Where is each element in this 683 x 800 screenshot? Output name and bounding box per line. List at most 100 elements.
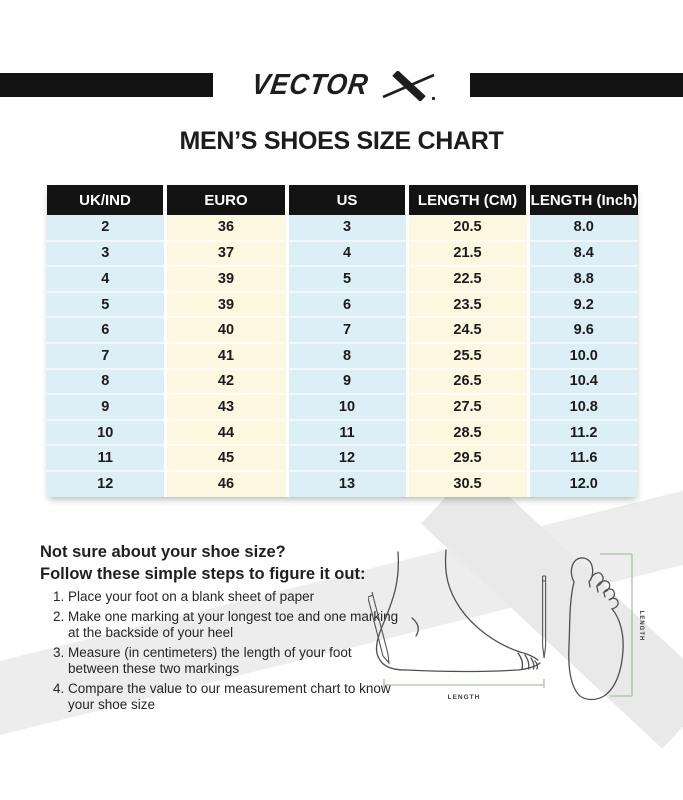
length-label-horizontal: LENGTH xyxy=(448,694,481,701)
column-header: LENGTH (CM) xyxy=(405,185,528,215)
size-cell: 6 xyxy=(285,291,407,319)
size-cell: 9.2 xyxy=(526,291,638,319)
size-cell: 9 xyxy=(47,394,165,421)
size-cell: 24.5 xyxy=(405,317,528,344)
column-header: LENGTH (Inch) xyxy=(526,185,638,215)
pencil-toe-icon xyxy=(542,575,547,659)
banner-bar-left xyxy=(0,73,213,97)
size-cell: 10.4 xyxy=(526,368,638,396)
help-heading-line1: Not sure about your shoe size? xyxy=(40,543,286,561)
column-header: EURO xyxy=(163,185,287,215)
size-row: 11 45 12 29.5 11.6 xyxy=(47,445,638,472)
size-cell: 20.5 xyxy=(405,215,528,242)
pencil-heel-icon xyxy=(368,591,390,665)
size-cell: 26.5 xyxy=(405,368,528,396)
length-bracket-icon xyxy=(383,679,545,688)
size-cell: 6 xyxy=(47,317,165,344)
size-row: 9 43 10 27.5 10.8 xyxy=(47,394,638,421)
size-cell: 8 xyxy=(47,368,165,396)
instruction-step: Compare the value to our measurement cha… xyxy=(68,681,400,714)
size-cell: 46 xyxy=(163,470,287,497)
size-cell: 22.5 xyxy=(405,266,528,293)
brand-logo-x-icon xyxy=(382,71,436,101)
size-cell: 25.5 xyxy=(405,342,528,370)
size-cell: 7 xyxy=(47,342,165,370)
size-cell: 12 xyxy=(285,445,407,472)
length-guide-icon xyxy=(600,553,633,697)
size-row: 10 44 11 28.5 11.2 xyxy=(47,419,638,447)
brand-logo-text: VECTOR xyxy=(249,69,371,101)
size-cell: 9.6 xyxy=(526,317,638,344)
size-cell: 11 xyxy=(285,419,407,447)
size-cell: 40 xyxy=(163,317,287,344)
size-cell: 4 xyxy=(47,266,165,293)
size-cell: 21.5 xyxy=(405,240,528,268)
table-header-row: UK/IND EURO US LENGTH (CM) LENGTH (Inch) xyxy=(47,185,638,215)
size-cell: 9 xyxy=(285,368,407,396)
help-heading-line2: Follow these simple steps to figure it o… xyxy=(40,565,366,583)
foot-side-view-icon xyxy=(375,549,541,673)
size-cell: 23.5 xyxy=(405,291,528,319)
size-chart-table: UK/IND EURO US LENGTH (CM) LENGTH (Inch) 2 36… xyxy=(47,185,638,497)
banner-bar-right xyxy=(470,73,683,97)
help-section: Not sure about your shoe size? Follow th… xyxy=(40,541,400,717)
size-cell: 27.5 xyxy=(405,394,528,421)
size-cell: 29.5 xyxy=(405,445,528,472)
size-row: 4 39 5 22.5 8.8 xyxy=(47,266,638,293)
size-cell: 39 xyxy=(163,291,287,319)
size-cell: 13 xyxy=(285,470,407,497)
foot-measure-diagram: LENGTH LENGTH xyxy=(368,549,644,701)
instruction-steps: Place your foot on a blank sheet of pape… xyxy=(40,589,400,714)
foot-sole-icon xyxy=(568,557,624,701)
size-cell: 12 xyxy=(47,470,165,497)
size-cell: 5 xyxy=(285,266,407,293)
size-cell: 36 xyxy=(163,215,287,242)
instruction-step: Measure (in centimeters) the length of y… xyxy=(68,645,400,678)
table-body: 2 36 3 20.5 8.0 3 37 4 21.5 8.4 4 39 5 22.5 8.8 5 39 6 23.… xyxy=(47,215,638,497)
size-table: UK/IND EURO US LENGTH (CM) LENGTH (Inch) 2 36… xyxy=(47,185,638,497)
size-cell: 37 xyxy=(163,240,287,268)
size-row: 8 42 9 26.5 10.4 xyxy=(47,368,638,396)
size-cell: 28.5 xyxy=(405,419,528,447)
column-header: UK/IND xyxy=(47,185,165,215)
size-row: 2 36 3 20.5 8.0 xyxy=(47,215,638,242)
size-cell: 3 xyxy=(285,215,407,242)
brand-logo: VECTOR xyxy=(213,69,470,101)
length-label-vertical: LENGTH xyxy=(638,611,644,642)
size-row: 6 40 7 24.5 9.6 xyxy=(47,317,638,344)
size-cell: 2 xyxy=(47,215,165,242)
registered-mark-icon xyxy=(432,96,436,101)
size-cell: 42 xyxy=(163,368,287,396)
size-cell: 8.8 xyxy=(526,266,638,293)
size-cell: 30.5 xyxy=(405,470,528,497)
size-cell: 10.0 xyxy=(526,342,638,370)
size-cell: 8.4 xyxy=(526,240,638,268)
size-cell: 8 xyxy=(285,342,407,370)
size-cell: 10 xyxy=(47,419,165,447)
instruction-step: Make one marking at your longest toe and… xyxy=(68,609,400,642)
size-cell: 10 xyxy=(285,394,407,421)
size-cell: 3 xyxy=(47,240,165,268)
size-row: 7 41 8 25.5 10.0 xyxy=(47,342,638,370)
size-cell: 11 xyxy=(47,445,165,472)
size-cell: 11.6 xyxy=(526,445,638,472)
size-cell: 41 xyxy=(163,342,287,370)
size-row: 12 46 13 30.5 12.0 xyxy=(47,470,638,497)
size-cell: 45 xyxy=(163,445,287,472)
size-cell: 44 xyxy=(163,419,287,447)
page-title: MEN’S SHOES SIZE CHART xyxy=(179,127,504,155)
size-cell: 8.0 xyxy=(526,215,638,242)
size-cell: 5 xyxy=(47,291,165,319)
column-header: US xyxy=(285,185,407,215)
size-cell: 12.0 xyxy=(526,470,638,497)
instruction-step: Place your foot on a blank sheet of pape… xyxy=(68,589,400,606)
size-cell: 4 xyxy=(285,240,407,268)
size-row: 3 37 4 21.5 8.4 xyxy=(47,240,638,268)
size-cell: 39 xyxy=(163,266,287,293)
size-cell: 7 xyxy=(285,317,407,344)
brand-banner: VECTOR xyxy=(0,69,683,101)
size-cell: 10.8 xyxy=(526,394,638,421)
size-cell: 11.2 xyxy=(526,419,638,447)
